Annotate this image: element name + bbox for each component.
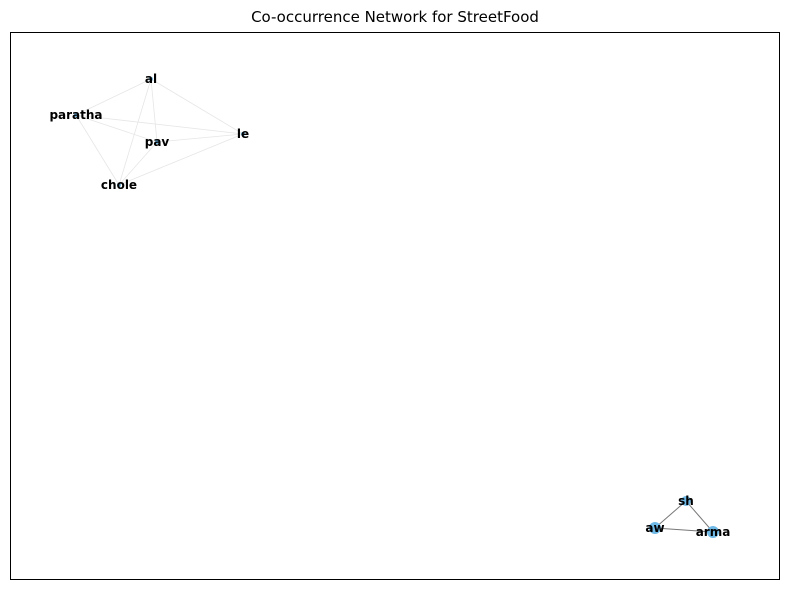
node-label-chole: chole [101,178,137,192]
node-al [149,77,153,81]
node-label-sh: sh [678,494,694,508]
edge-le-chole [118,133,244,186]
plot-frame [10,32,780,580]
chart-title: Co-occurrence Network for StreetFood [251,8,539,26]
edge-al-paratha [75,78,152,116]
node-label-paratha: paratha [49,108,102,122]
node-pav [155,140,159,144]
node-label-le: le [237,127,249,141]
node-sh [681,496,691,506]
edge-al-le [150,78,244,135]
edge-pav-le [156,133,244,143]
edge-al-pav [150,78,158,143]
edge-paratha-chole [75,114,120,186]
edge-sh-arma [685,500,714,533]
node-label-aw: aw [645,521,664,535]
edge-paratha-pav [75,114,158,143]
node-le [241,132,245,136]
node-arma [707,526,719,538]
edge-al-chole [118,78,152,186]
node-aw [649,522,661,534]
node-chole [117,183,121,187]
nodes-layer [74,77,719,538]
edge-sh-aw [654,500,687,529]
node-label-arma: arma [696,525,731,539]
node-label-al: al [145,72,157,86]
edges-layer [75,78,714,533]
node-label-pav: pav [145,135,170,149]
edge-aw-arma [654,527,714,533]
edge-pav-chole [118,141,158,186]
edge-paratha-le [75,114,244,135]
node-paratha [74,113,78,117]
